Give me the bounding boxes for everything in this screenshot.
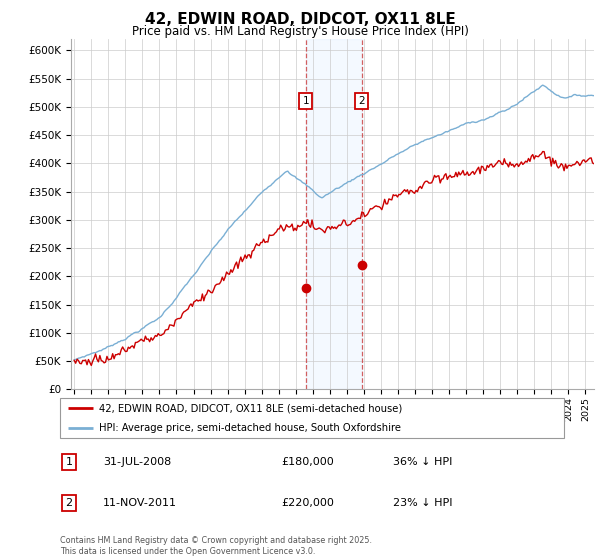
Text: 11-NOV-2011: 11-NOV-2011	[103, 498, 177, 508]
Text: 2: 2	[358, 96, 365, 106]
Text: 2: 2	[65, 498, 73, 508]
Text: 36% ↓ HPI: 36% ↓ HPI	[392, 457, 452, 467]
Bar	[305, 39, 362, 389]
Text: Price paid vs. HM Land Registry's House Price Index (HPI): Price paid vs. HM Land Registry's House …	[131, 25, 469, 38]
Text: £220,000: £220,000	[282, 498, 335, 508]
FancyBboxPatch shape	[60, 398, 564, 438]
Text: Contains HM Land Registry data © Crown copyright and database right 2025.
This d: Contains HM Land Registry data © Crown c…	[60, 536, 372, 556]
Text: 42, EDWIN ROAD, DIDCOT, OX11 8LE: 42, EDWIN ROAD, DIDCOT, OX11 8LE	[145, 12, 455, 27]
Text: HPI: Average price, semi-detached house, South Oxfordshire: HPI: Average price, semi-detached house,…	[100, 423, 401, 433]
Text: 23% ↓ HPI: 23% ↓ HPI	[392, 498, 452, 508]
Text: £180,000: £180,000	[282, 457, 335, 467]
Text: 31-JUL-2008: 31-JUL-2008	[103, 457, 171, 467]
Text: 1: 1	[302, 96, 309, 106]
Text: 1: 1	[65, 457, 73, 467]
Text: 42, EDWIN ROAD, DIDCOT, OX11 8LE (semi-detached house): 42, EDWIN ROAD, DIDCOT, OX11 8LE (semi-d…	[100, 403, 403, 413]
